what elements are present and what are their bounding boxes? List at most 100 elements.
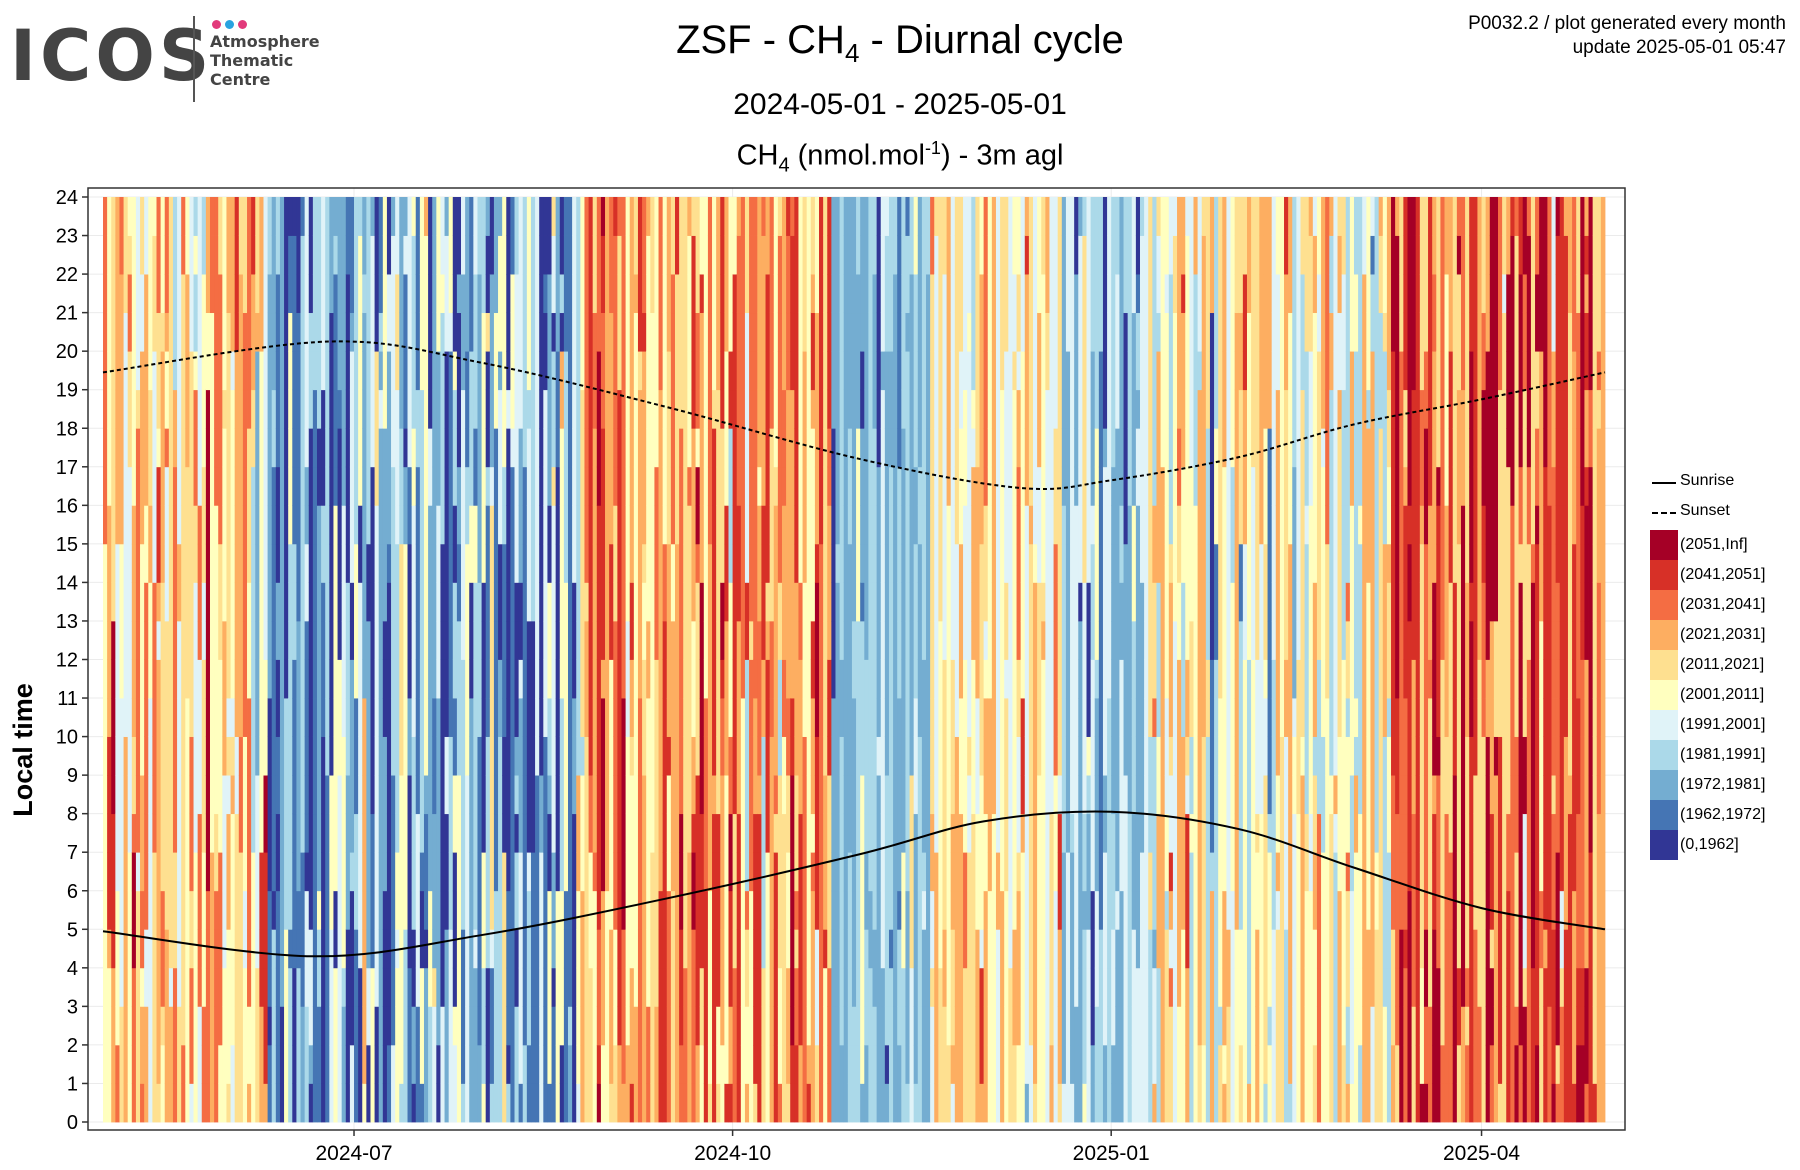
heatmap-cell bbox=[222, 466, 227, 506]
heatmap-cell bbox=[794, 1083, 799, 1123]
heatmap-cell bbox=[255, 582, 260, 622]
heatmap-cell bbox=[308, 890, 314, 930]
heatmap-cell bbox=[415, 466, 421, 506]
heatmap-cell bbox=[452, 505, 458, 545]
heatmap-cell bbox=[103, 736, 108, 776]
heatmap-cell bbox=[642, 274, 647, 314]
heatmap-cell bbox=[897, 274, 902, 314]
heatmap-cell bbox=[259, 312, 264, 352]
heatmap-cell bbox=[654, 736, 659, 776]
heatmap-cell bbox=[201, 1006, 207, 1046]
heatmap-cell bbox=[148, 929, 153, 969]
heatmap-cell bbox=[238, 543, 244, 583]
heatmap-cell bbox=[905, 351, 910, 391]
heatmap-cell bbox=[691, 389, 696, 429]
heatmap-cell bbox=[740, 929, 746, 969]
heatmap-cell bbox=[876, 466, 882, 506]
heatmap-cell bbox=[428, 274, 433, 314]
heatmap-cell bbox=[300, 736, 306, 776]
heatmap-cell bbox=[489, 312, 495, 352]
heatmap-cell bbox=[172, 620, 178, 660]
heatmap-cell bbox=[160, 813, 166, 853]
heatmap-cell bbox=[749, 582, 754, 622]
heatmap-cell bbox=[238, 736, 244, 776]
heatmap-cell bbox=[547, 1044, 552, 1084]
heatmap-cell bbox=[699, 543, 705, 583]
heatmap-cell bbox=[654, 235, 659, 275]
heatmap-cell bbox=[498, 698, 503, 737]
heatmap-cell bbox=[296, 1006, 301, 1046]
heatmap-cell bbox=[547, 929, 552, 969]
heatmap-cell bbox=[440, 1044, 445, 1084]
heatmap-cell bbox=[279, 890, 285, 930]
heatmap-cell bbox=[621, 620, 627, 660]
heatmap-cell bbox=[781, 698, 787, 737]
heatmap-cell bbox=[493, 620, 499, 660]
heatmap-cell bbox=[543, 428, 548, 468]
heatmap-cell bbox=[456, 274, 462, 314]
heatmap-cell bbox=[794, 543, 799, 583]
heatmap-cell bbox=[111, 698, 116, 737]
heatmap-cell bbox=[172, 967, 178, 1007]
heatmap-cell bbox=[329, 274, 334, 314]
heatmap-cell bbox=[913, 197, 919, 236]
heatmap-cell bbox=[214, 235, 219, 275]
heatmap-cell bbox=[156, 312, 162, 352]
heatmap-cell bbox=[148, 967, 153, 1007]
heatmap-cell bbox=[177, 1006, 182, 1046]
heatmap-cell bbox=[415, 736, 421, 776]
heatmap-cell bbox=[275, 312, 281, 352]
heatmap-cell bbox=[506, 466, 511, 506]
heatmap-cell bbox=[650, 466, 655, 506]
heatmap-cell bbox=[888, 274, 894, 314]
heatmap-cell bbox=[354, 929, 359, 969]
heatmap-cell bbox=[765, 582, 771, 622]
heatmap-cell bbox=[679, 428, 684, 468]
heatmap-cell bbox=[164, 813, 170, 853]
heatmap-cell bbox=[292, 505, 297, 545]
heatmap-cell bbox=[773, 428, 779, 468]
heatmap-cell bbox=[115, 813, 120, 853]
heatmap-cell bbox=[296, 736, 301, 776]
heatmap-cell bbox=[226, 428, 231, 468]
heatmap-cell bbox=[835, 389, 840, 429]
heatmap-cell bbox=[316, 967, 322, 1007]
heatmap-cell bbox=[901, 543, 906, 583]
heatmap-cell bbox=[234, 389, 240, 429]
heatmap-cell bbox=[905, 1006, 910, 1046]
heatmap-cell bbox=[456, 235, 462, 275]
heatmap-cell bbox=[469, 582, 474, 622]
heatmap-cell bbox=[580, 1083, 585, 1123]
heatmap-cell bbox=[864, 1083, 869, 1123]
heatmap-cell bbox=[452, 428, 458, 468]
heatmap-cell bbox=[868, 466, 873, 506]
heatmap-cell bbox=[296, 659, 301, 699]
heatmap-cell bbox=[316, 389, 322, 429]
logo-line: Thematic bbox=[210, 51, 294, 70]
heatmap-cell bbox=[345, 274, 351, 314]
heatmap-cell bbox=[559, 929, 565, 969]
heatmap-cell bbox=[913, 351, 919, 391]
heatmap-cell bbox=[851, 197, 857, 236]
heatmap-cell bbox=[419, 274, 425, 314]
heatmap-cell bbox=[366, 582, 371, 622]
heatmap-cell bbox=[172, 890, 178, 930]
heatmap-cell bbox=[238, 428, 244, 468]
heatmap-cell bbox=[506, 235, 511, 275]
heatmap-cell bbox=[378, 312, 384, 352]
heatmap-cell bbox=[555, 775, 561, 815]
heatmap-cell bbox=[901, 736, 906, 776]
heatmap-cell bbox=[781, 775, 787, 815]
heatmap-cell bbox=[135, 775, 141, 815]
heatmap-cell bbox=[888, 698, 894, 737]
heatmap-cell bbox=[888, 929, 894, 969]
heatmap-cell bbox=[312, 197, 318, 236]
heatmap-cell bbox=[893, 659, 898, 699]
heatmap-cell bbox=[127, 466, 133, 506]
heatmap-cell bbox=[909, 351, 915, 391]
heatmap-cell bbox=[481, 890, 487, 930]
heatmap-cell bbox=[189, 582, 194, 622]
heatmap-cell bbox=[930, 582, 935, 622]
heatmap-cell bbox=[164, 389, 170, 429]
heatmap-cell bbox=[321, 929, 326, 969]
